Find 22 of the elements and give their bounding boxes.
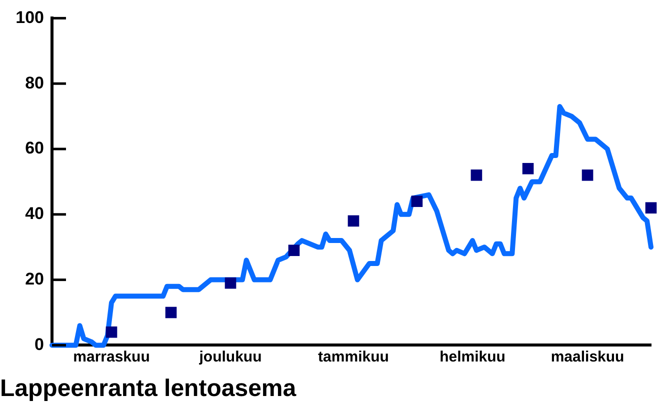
point — [645, 202, 657, 214]
point — [165, 306, 177, 318]
point — [470, 170, 482, 181]
x-tick-label: maaliskuu — [550, 348, 624, 366]
point — [582, 170, 594, 181]
y-tick-label: 100 — [16, 8, 44, 27]
x-tick-label: tammikuu — [318, 348, 389, 366]
point — [411, 196, 423, 207]
x-tick-label: marraskuu — [73, 348, 150, 366]
point — [224, 277, 236, 289]
text: Lappeenranta lentoasema — [0, 375, 297, 402]
x-tick-label: helmikuu — [440, 348, 506, 366]
y-tick-label: 60 — [25, 138, 44, 158]
x-tick-label: joulukuu — [198, 348, 262, 366]
y-tick-label: 20 — [25, 269, 44, 288]
y-tick-label: 40 — [25, 204, 44, 224]
y-tick-label: 0 — [34, 334, 44, 354]
point — [106, 326, 118, 338]
point — [348, 215, 360, 227]
point — [288, 244, 300, 256]
point — [522, 162, 534, 174]
y-tick-label: 80 — [25, 73, 44, 92]
